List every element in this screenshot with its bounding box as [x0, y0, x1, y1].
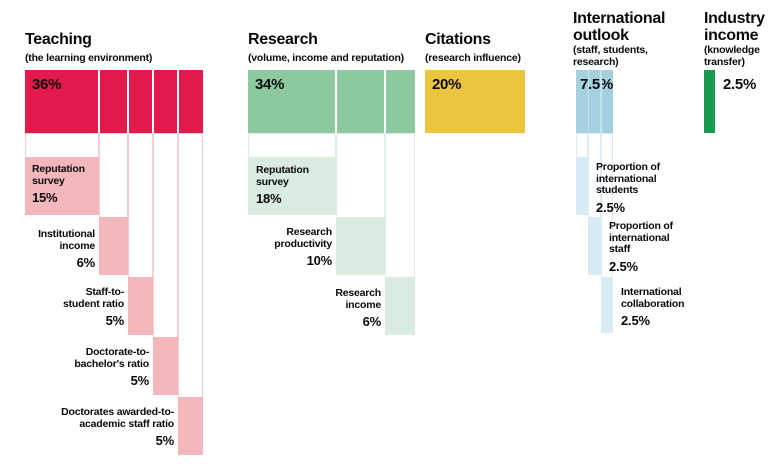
- citations-title: Citations: [425, 31, 491, 48]
- segment-divider: [384, 70, 386, 133]
- sub-label-text: Proportion of international staff: [609, 220, 673, 255]
- sub-label-text: Doctorate-to- bachelor's ratio: [74, 346, 149, 370]
- segment-divider: [98, 70, 100, 133]
- segment-divider: [600, 70, 602, 133]
- international-sub-block-staff: [588, 217, 601, 275]
- teaching-title: Teaching: [25, 31, 92, 48]
- sub-label-value: 6%: [76, 255, 96, 270]
- sub-label-text: Institutional income: [38, 228, 95, 252]
- teaching-sub-label-doctorates-awarded-ratio: Doctorates awarded-to- academic staff ra…: [14, 406, 175, 448]
- sub-label-text: Doctorates awarded-to- academic staff ra…: [61, 406, 174, 430]
- sub-label-value: 2.5%: [609, 258, 638, 274]
- teaching-sub-block-doctorates-awarded-ratio: [178, 397, 203, 455]
- research-sub-block-research-income: [385, 277, 415, 335]
- international-outlook-title: International outlook: [573, 10, 666, 44]
- teaching-sub-block-institutional-income: [99, 217, 128, 275]
- teaching-sub-block-staff-student-ratio: [128, 277, 153, 335]
- sub-label-value: 5%: [155, 433, 175, 448]
- teaching-column-outline: [153, 133, 178, 338]
- teaching-main-bar: 36%: [25, 70, 203, 133]
- sub-label-value: 18%: [256, 191, 282, 206]
- international-main-bar: 7.5%: [576, 70, 613, 133]
- research-title: Research: [248, 31, 318, 48]
- research-sub-label-research-productivity: Research productivity 10%: [212, 226, 333, 268]
- segment-divider: [127, 70, 129, 133]
- teaching-sub-block-doctorate-bachelor-ratio: [153, 337, 178, 395]
- teaching-sub-label-institutional-income: Institutional income 6%: [5, 228, 96, 270]
- research-sub-label-reputation-survey: Reputation survey 18%: [256, 164, 336, 206]
- segment-divider: [587, 70, 589, 133]
- research-column-outline: [336, 133, 385, 218]
- segment-divider: [177, 70, 179, 133]
- teaching-sub-block-reputation-survey: [25, 157, 99, 215]
- industry-weight-value: 2.5%: [723, 76, 756, 93]
- sub-label-text: International collaboration: [621, 286, 685, 310]
- sub-label-text: Research productivity: [274, 226, 332, 250]
- citations-weight-value: 20%: [432, 76, 462, 93]
- teaching-sub-label-doctorate-bachelor-ratio: Doctorate-to- bachelor's ratio 5%: [39, 346, 150, 388]
- international-sub-label-staff: Proportion of international staff 2.5%: [609, 220, 709, 274]
- industry-income-subtitle: (knowledge transfer): [704, 44, 760, 68]
- international-outlook-subtitle: (staff, students, research): [573, 44, 648, 68]
- teaching-column-outline: [178, 133, 203, 398]
- research-sub-label-research-income: Research income 6%: [261, 287, 382, 329]
- citations-main-bar: 20%: [425, 70, 525, 133]
- international-column-outline: [576, 133, 588, 158]
- sub-label-value: 2.5%: [596, 199, 625, 215]
- international-weight-value: 7.5%: [580, 76, 613, 93]
- sub-label-value: 6%: [362, 314, 382, 329]
- teaching-column-outline: [99, 133, 128, 218]
- research-main-bar: 34%: [248, 70, 415, 133]
- teaching-column-outline: [128, 133, 153, 278]
- international-sub-label-collaboration: International collaboration 2.5%: [621, 286, 721, 328]
- teaching-sub-label-staff-student-ratio: Staff-to- student ratio 5%: [24, 286, 125, 328]
- teaching-column-outline: [25, 133, 99, 158]
- sub-label-text: Research income: [335, 287, 381, 311]
- sub-label-text: Reputation survey: [256, 164, 309, 188]
- sub-label-text: Reputation survey: [32, 163, 85, 187]
- sub-label-value: 5%: [130, 373, 150, 388]
- sub-label-value: 15%: [32, 190, 58, 205]
- teaching-weight-value: 36%: [32, 76, 62, 93]
- research-column-outline: [385, 133, 415, 278]
- research-subtitle: (volume, income and reputation): [248, 52, 404, 64]
- sub-label-value: 5%: [105, 313, 125, 328]
- sub-label-text: Staff-to- student ratio: [63, 286, 124, 310]
- international-sub-label-students: Proportion of international students 2.5…: [596, 161, 696, 215]
- teaching-sub-label-reputation-survey: Reputation survey 15%: [32, 163, 98, 205]
- sub-label-text: Proportion of international students: [596, 161, 660, 196]
- segment-divider: [152, 70, 154, 133]
- research-sub-block-research-productivity: [336, 217, 385, 275]
- teaching-subtitle: (the learning environment): [25, 52, 153, 64]
- sub-label-value: 10%: [306, 253, 333, 268]
- sub-label-value: 2.5%: [621, 313, 650, 328]
- international-sub-block-students: [576, 157, 588, 215]
- industry-income-main-bar: [704, 70, 715, 133]
- industry-income-title: Industry income: [704, 10, 765, 44]
- research-weight-value: 34%: [255, 76, 285, 93]
- international-sub-block-collaboration: [601, 277, 613, 333]
- citations-subtitle: (research influence): [425, 52, 521, 64]
- research-column-outline: [248, 133, 336, 158]
- segment-divider: [335, 70, 337, 133]
- research-sub-block-reputation-survey: [248, 157, 336, 215]
